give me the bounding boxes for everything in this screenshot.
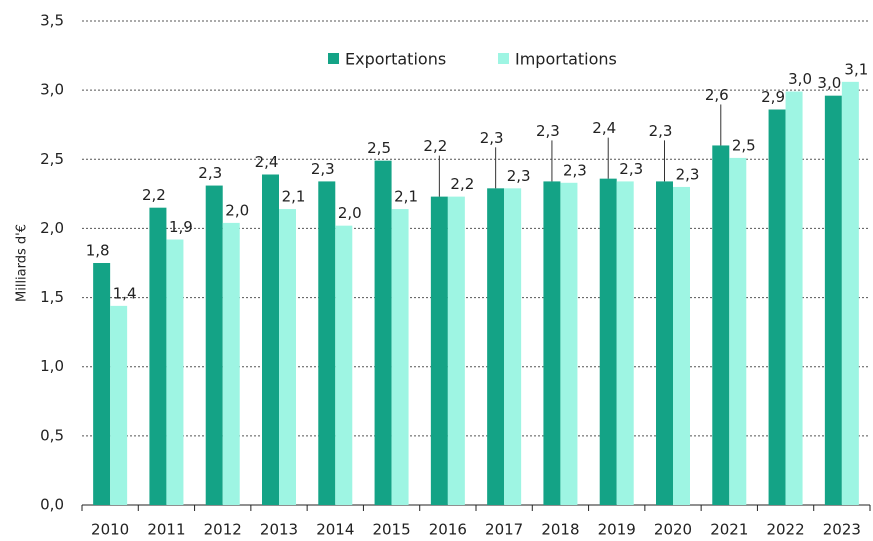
x-tick-label: 2021 — [710, 521, 748, 539]
bar — [166, 239, 184, 505]
data-label: 1,4 — [113, 284, 137, 302]
bar — [279, 209, 296, 505]
data-label: 2,3 — [649, 122, 673, 140]
bar — [262, 174, 279, 506]
bar — [222, 222, 240, 505]
y-tick-label: 0,5 — [40, 426, 64, 444]
data-label: 2,3 — [536, 122, 560, 140]
bar — [599, 178, 617, 505]
data-label: 2,3 — [563, 161, 587, 179]
x-tick-label: 2011 — [147, 521, 185, 539]
bar — [712, 145, 730, 505]
data-label: 2,0 — [338, 204, 362, 222]
bar — [543, 181, 561, 505]
bar — [841, 81, 859, 506]
y-axis-label: Milliards d'€ — [15, 224, 30, 302]
data-label: 2,6 — [705, 86, 729, 104]
data-label: 2,2 — [423, 137, 447, 155]
data-label: 3,0 — [817, 74, 841, 92]
data-label: 3,1 — [844, 60, 868, 78]
data-label: 2,9 — [761, 88, 785, 106]
bar — [335, 225, 353, 506]
bar — [374, 160, 392, 505]
data-label: 2,2 — [142, 186, 166, 204]
bar — [560, 182, 578, 505]
x-tick-label: 2013 — [260, 521, 298, 539]
bar — [430, 196, 448, 505]
x-tick-label: 2023 — [823, 521, 861, 539]
bar — [656, 181, 673, 505]
bar — [205, 185, 223, 505]
y-tick-label: 2,5 — [40, 150, 64, 168]
bar — [768, 109, 786, 505]
x-tick-label: 2016 — [429, 521, 467, 539]
data-label: 2,3 — [198, 164, 222, 182]
bar — [785, 91, 803, 506]
legend-label: Importations — [515, 50, 617, 69]
bar — [391, 209, 409, 505]
x-tick-label: 2014 — [316, 521, 354, 539]
y-tick-label: 1,5 — [40, 288, 64, 306]
x-tick-label: 2012 — [204, 521, 242, 539]
data-label: 2,3 — [676, 165, 700, 183]
data-label: 2,3 — [480, 129, 504, 147]
y-tick-label: 0,0 — [40, 496, 64, 514]
bar — [616, 181, 634, 505]
x-tick-label: 2010 — [91, 521, 129, 539]
data-label: 2,0 — [225, 201, 249, 219]
data-label: 2,3 — [507, 167, 531, 185]
data-label: 2,5 — [367, 139, 391, 157]
y-tick-label: 3,5 — [40, 12, 64, 30]
data-label: 2,3 — [311, 160, 335, 178]
bar — [447, 196, 465, 505]
data-label: 2,4 — [592, 119, 616, 137]
data-label: 1,9 — [169, 218, 193, 236]
bar — [149, 207, 167, 505]
data-label: 2,5 — [732, 136, 756, 154]
bar — [673, 186, 690, 505]
bar — [110, 305, 128, 505]
x-tick-label: 2018 — [541, 521, 579, 539]
data-label: 2,3 — [619, 160, 643, 178]
bar — [824, 95, 842, 505]
data-label: 2,2 — [450, 175, 474, 193]
x-tick-label: 2017 — [485, 521, 523, 539]
bar — [93, 263, 111, 505]
bar — [504, 188, 522, 505]
data-label: 2,1 — [282, 188, 306, 206]
legend-swatch — [498, 53, 509, 64]
legend-label: Exportations — [345, 50, 446, 69]
x-tick-label: 2015 — [372, 521, 410, 539]
data-label: 1,8 — [86, 242, 110, 260]
y-tick-label: 1,0 — [40, 357, 64, 375]
x-tick-label: 2022 — [766, 521, 804, 539]
y-tick-label: 3,0 — [40, 81, 64, 99]
bar — [487, 188, 505, 505]
data-label: 2,1 — [394, 188, 418, 206]
legend-swatch — [328, 53, 339, 64]
data-label: 3,0 — [788, 70, 812, 88]
data-label: 2,4 — [255, 153, 279, 171]
x-tick-label: 2019 — [598, 521, 636, 539]
y-tick-label: 2,0 — [40, 219, 64, 237]
bar — [318, 181, 336, 505]
bar — [729, 157, 747, 505]
x-tick-label: 2020 — [654, 521, 692, 539]
